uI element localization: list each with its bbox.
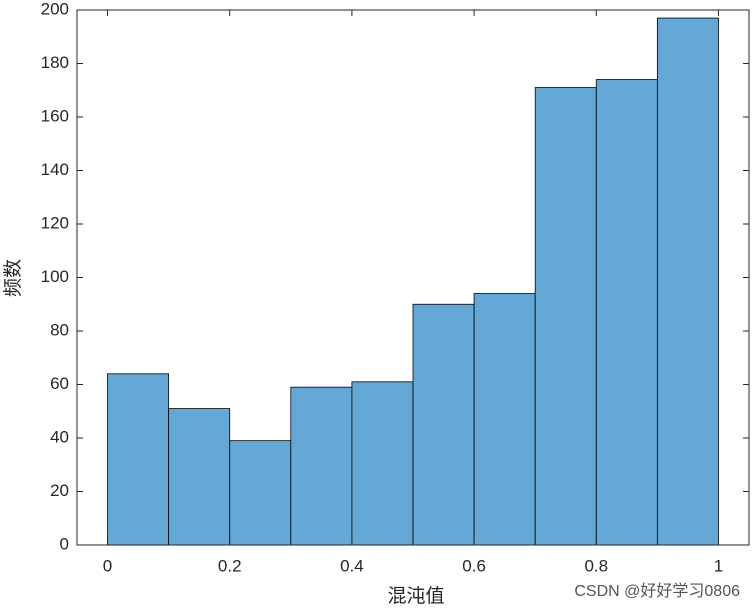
y-tick-label: 60 <box>50 374 69 393</box>
y-tick-label: 20 <box>50 481 69 500</box>
bar <box>229 440 292 546</box>
bar <box>290 386 353 546</box>
x-tick-label: 0.2 <box>218 556 242 575</box>
y-tick-label: 40 <box>50 427 69 446</box>
y-axis-label: 频数 <box>2 259 24 297</box>
x-tick-label: 0 <box>103 556 112 575</box>
x-axis-label: 混沌值 <box>387 585 444 607</box>
y-tick-label: 100 <box>41 267 69 286</box>
y-tick-label: 80 <box>50 320 69 339</box>
bar <box>168 408 231 546</box>
y-tick-label: 160 <box>41 106 69 125</box>
bar <box>107 373 170 546</box>
bar <box>473 293 536 546</box>
y-tick-label: 200 <box>41 0 69 18</box>
bar <box>534 87 597 546</box>
x-tick-label: 0.8 <box>584 556 608 575</box>
y-tick-label: 120 <box>41 213 69 232</box>
bar <box>412 303 475 546</box>
bar <box>656 17 719 546</box>
x-tick-label: 1 <box>714 556 723 575</box>
watermark: CSDN @好好学习0806 <box>574 582 740 600</box>
bar <box>595 79 658 546</box>
y-tick-label: 180 <box>41 53 69 72</box>
x-tick-label: 0.4 <box>340 556 364 575</box>
y-tick-label: 140 <box>41 160 69 179</box>
x-tick-label: 0.6 <box>462 556 486 575</box>
y-tick-label: 0 <box>60 534 69 553</box>
bar <box>351 381 414 546</box>
